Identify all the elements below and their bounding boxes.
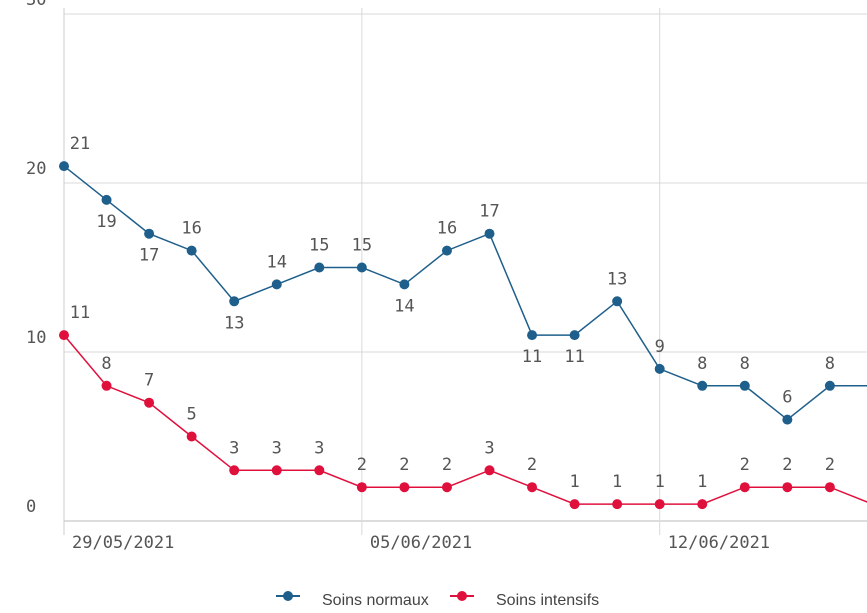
data-label: 17 bbox=[479, 202, 499, 222]
data-label: 2 bbox=[782, 455, 792, 475]
data-point bbox=[356, 262, 367, 273]
data-point bbox=[782, 414, 793, 425]
data-point bbox=[101, 194, 112, 205]
data-point bbox=[314, 465, 325, 476]
data-point bbox=[484, 465, 495, 476]
y-tick-label: 10 bbox=[26, 328, 46, 348]
data-label: 11 bbox=[70, 303, 90, 323]
data-point bbox=[697, 380, 708, 391]
x-tick-label: 29/05/2021 bbox=[72, 533, 174, 553]
data-point bbox=[527, 482, 538, 493]
data-label: 14 bbox=[267, 252, 287, 272]
data-label: 3 bbox=[484, 438, 494, 458]
data-label: 17 bbox=[139, 246, 159, 266]
y-tick-label: 20 bbox=[26, 159, 46, 179]
data-label: 8 bbox=[697, 354, 707, 374]
data-label: 7 bbox=[144, 371, 154, 391]
data-point bbox=[59, 161, 69, 172]
data-point bbox=[399, 279, 410, 290]
data-point bbox=[739, 482, 750, 493]
data-label: 2 bbox=[357, 455, 367, 475]
data-label: 13 bbox=[607, 269, 627, 289]
data-point bbox=[271, 465, 282, 476]
data-point bbox=[739, 380, 750, 391]
data-point bbox=[59, 330, 69, 341]
data-label: 3 bbox=[314, 438, 324, 458]
data-point bbox=[186, 431, 197, 442]
data-point bbox=[697, 499, 708, 510]
data-point bbox=[654, 499, 665, 510]
y-tick-label: 0 bbox=[26, 497, 36, 517]
data-point bbox=[144, 397, 155, 408]
data-point bbox=[399, 482, 410, 493]
data-label: 11 bbox=[564, 347, 584, 367]
x-tick-label: 12/06/2021 bbox=[668, 533, 770, 553]
data-label: 13 bbox=[224, 313, 244, 333]
data-label: 9 bbox=[655, 337, 665, 357]
data-point bbox=[824, 482, 835, 493]
data-point bbox=[229, 465, 240, 476]
data-point bbox=[782, 482, 793, 493]
legend-label: Soins normaux bbox=[322, 592, 429, 609]
data-label: 16 bbox=[437, 219, 457, 239]
data-point bbox=[654, 363, 665, 374]
data-point bbox=[527, 330, 538, 341]
legend-marker bbox=[457, 591, 467, 601]
data-label: 2 bbox=[527, 455, 537, 475]
data-label: 1 bbox=[655, 472, 665, 492]
data-point bbox=[356, 482, 367, 493]
legend-label: Soins intensifs bbox=[496, 592, 599, 609]
data-label: 19 bbox=[96, 212, 116, 232]
data-point bbox=[314, 262, 325, 273]
data-point bbox=[484, 228, 495, 239]
data-label: 8 bbox=[740, 354, 750, 374]
data-label: 2 bbox=[740, 455, 750, 475]
data-point bbox=[569, 499, 580, 510]
data-point bbox=[441, 482, 452, 493]
data-label: 5 bbox=[187, 405, 197, 425]
data-label: 6 bbox=[782, 388, 792, 408]
data-point bbox=[186, 245, 197, 256]
data-point bbox=[569, 330, 580, 341]
data-label: 8 bbox=[101, 354, 111, 374]
data-label: 2 bbox=[442, 455, 452, 475]
data-label: 2 bbox=[825, 455, 835, 475]
data-point bbox=[441, 245, 452, 256]
y-tick-label: 30 bbox=[26, 0, 46, 10]
data-label: 14 bbox=[394, 296, 414, 316]
data-point bbox=[144, 228, 155, 239]
data-point bbox=[824, 380, 835, 391]
data-point bbox=[229, 296, 240, 307]
data-point bbox=[101, 380, 112, 391]
data-label: 2 bbox=[399, 455, 409, 475]
data-label: 1 bbox=[697, 472, 707, 492]
data-label: 3 bbox=[272, 438, 282, 458]
data-label: 1 bbox=[569, 472, 579, 492]
series-line bbox=[63, 165, 867, 421]
data-label: 21 bbox=[70, 134, 90, 154]
legend-marker bbox=[283, 591, 293, 601]
data-label: 1 bbox=[612, 472, 622, 492]
data-point bbox=[271, 279, 282, 290]
data-label: 15 bbox=[352, 236, 372, 256]
data-label: 15 bbox=[309, 236, 329, 256]
data-label: 8 bbox=[825, 354, 835, 374]
x-tick-label: 05/06/2021 bbox=[370, 533, 472, 553]
data-point bbox=[612, 499, 623, 510]
data-label: 11 bbox=[522, 347, 542, 367]
data-point bbox=[612, 296, 623, 307]
data-label: 3 bbox=[229, 438, 239, 458]
series-line bbox=[63, 334, 867, 505]
data-label: 16 bbox=[181, 219, 201, 239]
